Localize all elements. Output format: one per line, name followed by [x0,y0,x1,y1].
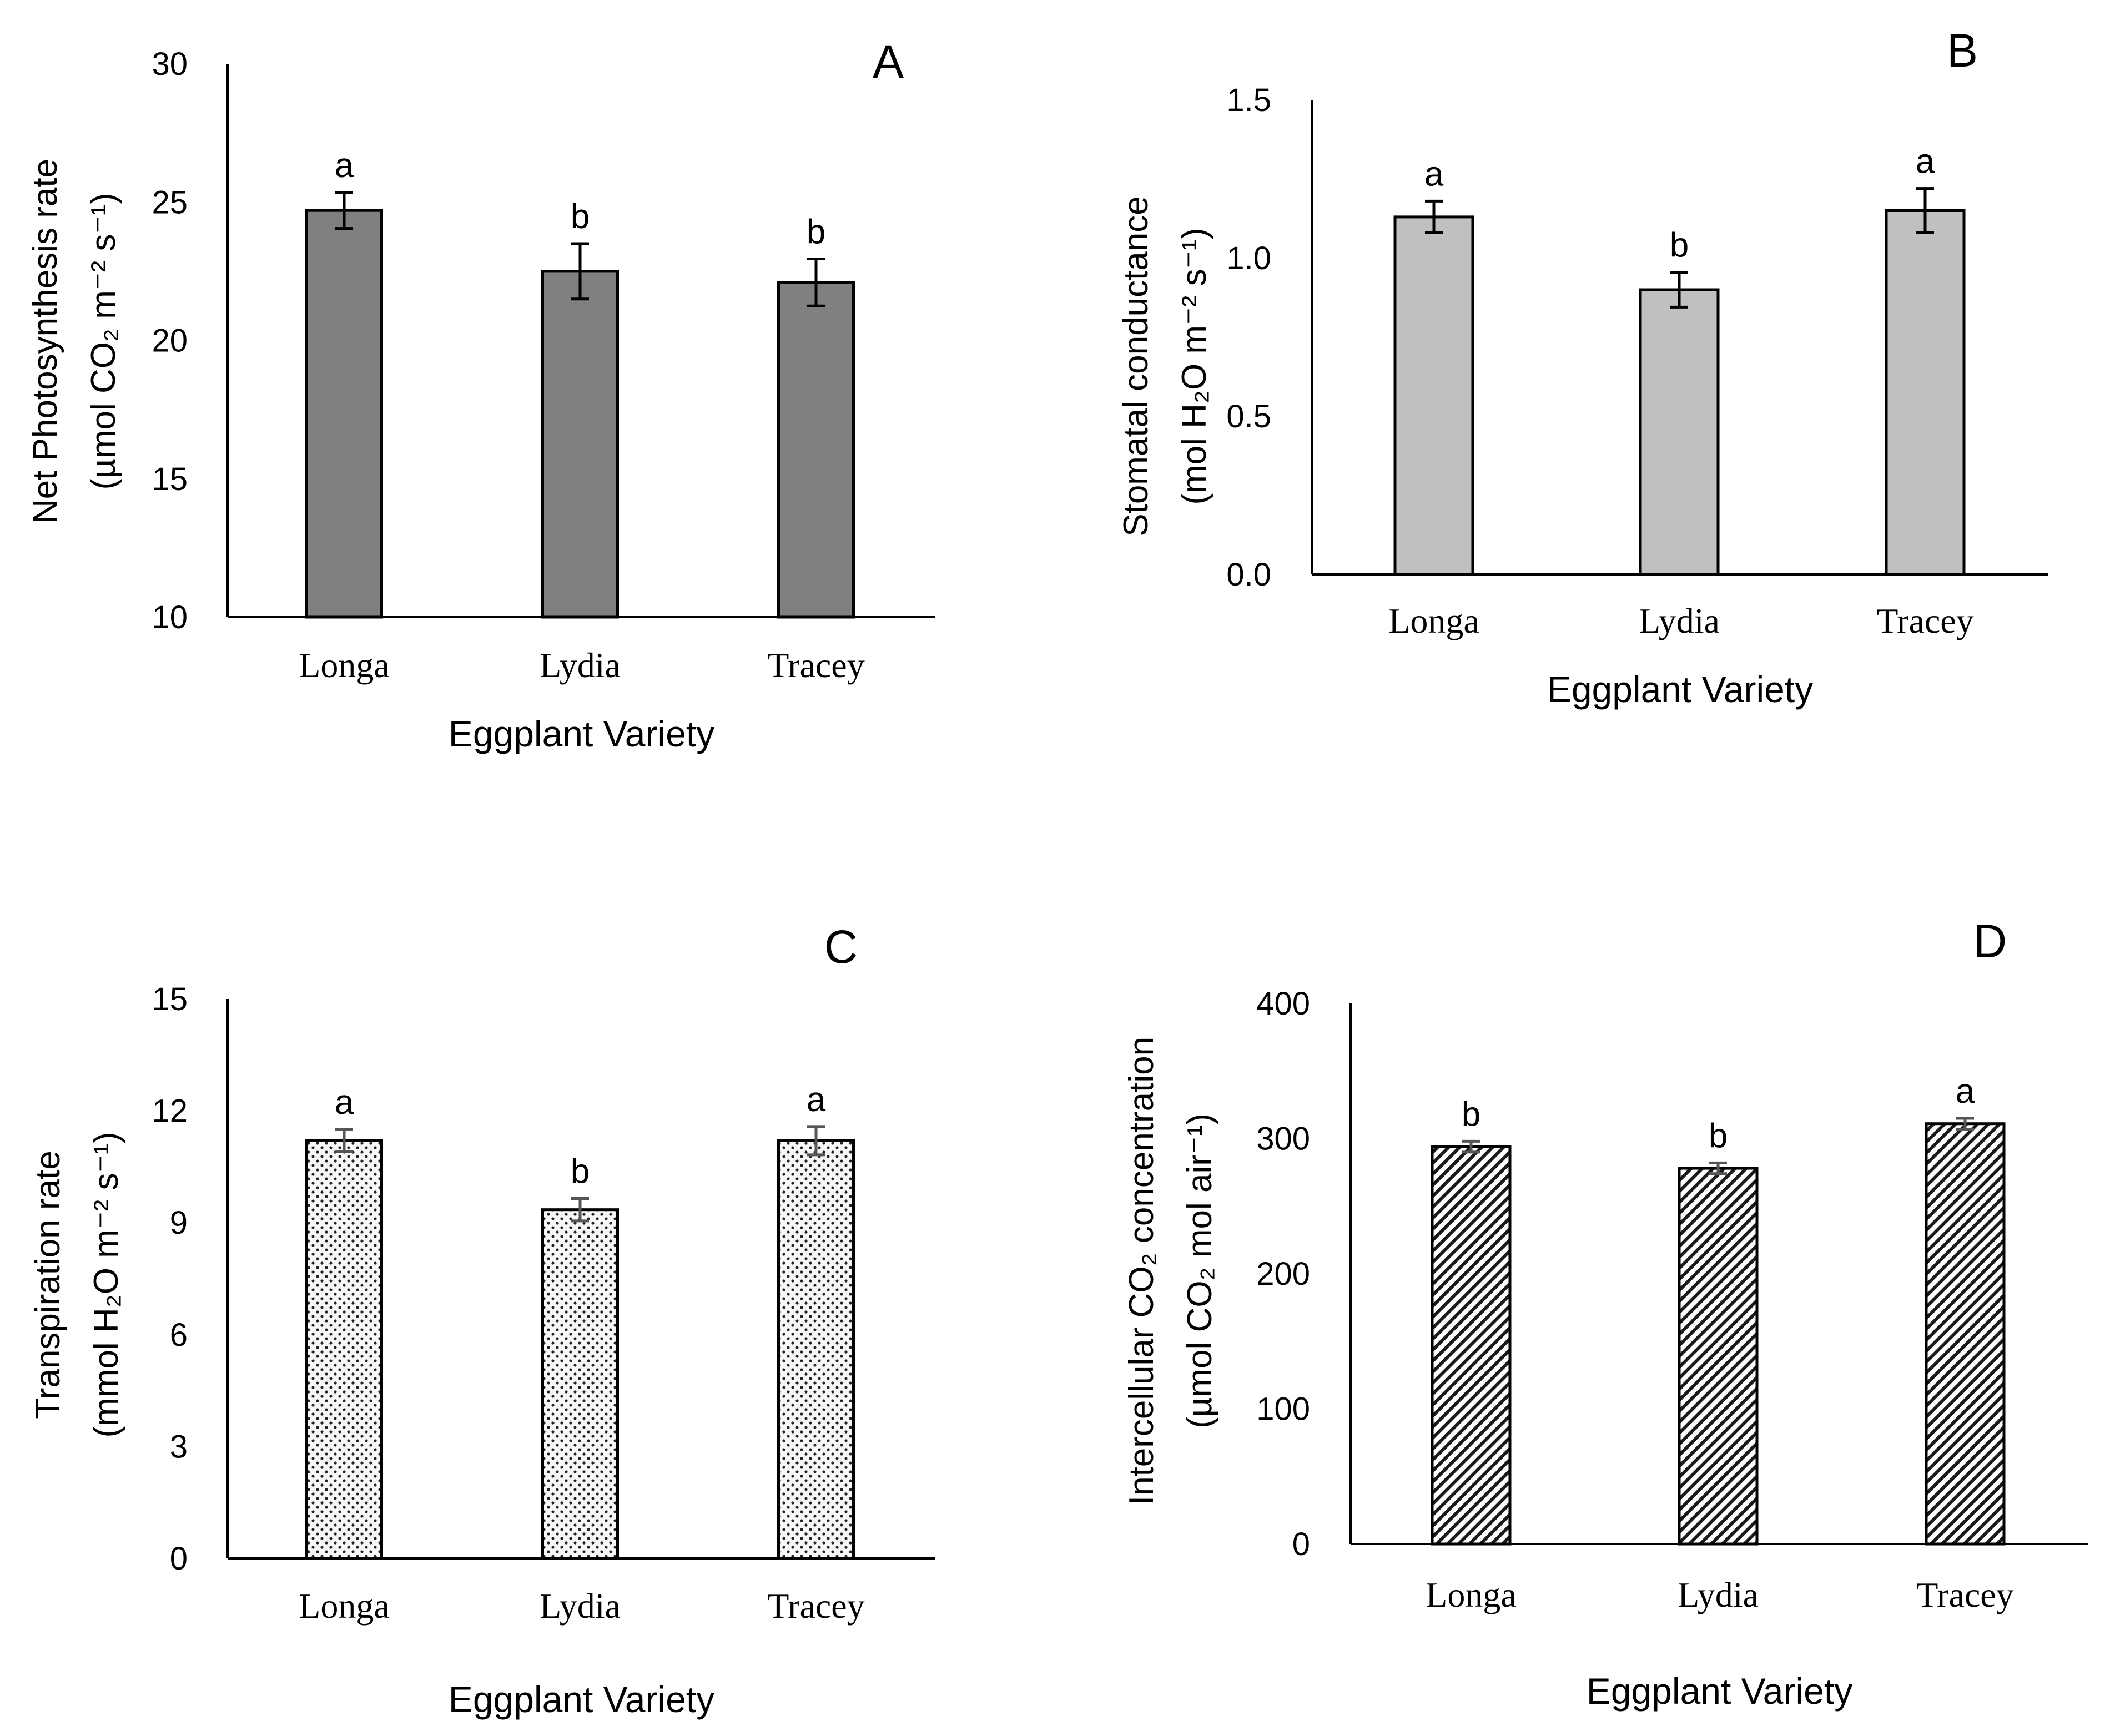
y-axis-units: (µmol CO₂ mol air⁻¹) [1181,1113,1219,1429]
y-tick-label: 12 [152,1093,188,1129]
chart-panel-a: 10 15 20 25 30 a Longa b Lydia b Tracey Eggplant Va… [26,36,935,754]
x-tick-label-longa: Longa [299,645,390,685]
panel-label: B [1947,24,1978,77]
bar-tracey [1885,209,1966,576]
x-tick-label-tracey: Tracey [767,1586,864,1626]
y-tick-label: 200 [1256,1256,1310,1292]
x-tick-label-lydia: Lydia [1639,601,1720,640]
bar-tracey [777,281,855,619]
significance-letter: b [571,198,590,236]
error-bar [571,1197,589,1223]
error-bar [335,1128,353,1154]
x-tick-label-lydia: Lydia [540,1586,621,1626]
y-tick-label: 6 [170,1317,188,1353]
chart-panel-b: 0.0 0.5 1.0 1.5 a Longa b Lydia a Tracey Eggplant … [1117,24,2048,710]
y-tick-label: 25 [152,184,188,220]
error-bar [1916,187,1934,234]
y-axis-label: Transpiration rate [29,1150,67,1419]
significance-letter: a [335,1083,354,1122]
y-tick-label: 15 [152,981,188,1017]
x-axis-label: Eggplant Variety [1547,669,1813,710]
significance-letter: a [1424,155,1444,193]
significance-letter: a [1956,1072,1975,1111]
significance-letter: b [571,1153,590,1191]
y-axis-units: (µmol CO₂ m⁻² s⁻¹) [84,193,123,489]
y-tick-label: 20 [152,323,188,359]
significance-letter: b [807,213,825,251]
x-tick-label-longa: Longa [1388,601,1479,640]
error-bar [807,1125,825,1157]
y-axis-label: Stomatal conductance [1117,196,1155,537]
significance-letter: a [1916,143,1935,181]
error-bar [1709,1161,1727,1175]
x-tick-label-tracey: Tracey [767,645,864,685]
significance-letter: b [1670,226,1689,265]
bar-lydia [1639,288,1720,576]
chart-panel-d: 0 100 200 300 400 b Longa b Lydia a Tracey Eggplant… [1122,915,2088,1712]
error-bar [1462,1139,1480,1154]
significance-letter: a [335,147,354,185]
y-tick-label: 100 [1256,1391,1310,1427]
x-tick-label-lydia: Lydia [540,645,621,685]
y-tick-label: 10 [152,599,188,635]
x-axis-label: Eggplant Variety [1587,1671,1852,1712]
x-tick-label-tracey: Tracey [1916,1575,2013,1614]
y-axis-units: (mmol H₂O m⁻² s⁻¹) [87,1132,125,1438]
bar-lydia [541,270,619,619]
y-tick-label: 9 [170,1205,188,1241]
y-tick-label: 30 [152,46,188,82]
y-tick-label: 15 [152,461,188,497]
y-axis-label: Intercellular CO₂ concentration [1122,1037,1161,1505]
bar-lydia [1678,1167,1759,1546]
bar-longa [305,1139,383,1560]
x-tick-label-lydia: Lydia [1678,1575,1759,1614]
chart-panel-c: 0 3 6 9 12 15 a Longa b Lydia a Tracey Eggplant Vari… [29,921,935,1720]
y-tick-label: 3 [170,1429,188,1465]
panel-label: A [873,36,904,88]
significance-letter: b [1709,1117,1728,1155]
y-tick-label: 1.0 [1226,240,1271,276]
error-bar [807,257,825,307]
y-tick-label: 400 [1256,986,1310,1022]
error-bar [335,191,353,230]
y-axis-units: (mol H₂O m⁻² s⁻¹) [1175,228,1213,504]
bar-lydia [541,1208,619,1560]
x-axis-label: Eggplant Variety [449,713,714,754]
error-bar [1670,271,1688,309]
error-bar [571,242,589,301]
y-axis-label: Net Photosynthesis rate [26,159,64,524]
x-tick-label-tracey: Tracey [1876,601,1973,640]
x-tick-label-longa: Longa [299,1586,390,1626]
x-axis-label: Eggplant Variety [449,1679,714,1720]
bar-tracey [1925,1122,2006,1546]
bar-longa [1431,1145,1512,1546]
x-tick-label-longa: Longa [1426,1575,1517,1614]
significance-letter: b [1462,1095,1480,1133]
error-bar [1956,1117,1974,1131]
bar-tracey [777,1139,855,1560]
error-bar [1425,199,1443,234]
y-tick-label: 1.5 [1226,82,1271,118]
y-tick-label: 300 [1256,1121,1310,1157]
y-tick-label: 0.5 [1226,398,1271,435]
panel-label: D [1973,915,2007,967]
bar-longa [305,209,383,619]
bar-longa [1393,215,1474,576]
y-tick-label: 0.0 [1226,557,1271,593]
y-tick-label: 0 [1292,1526,1310,1562]
panel-label: C [824,921,858,973]
significance-letter: a [807,1081,826,1119]
y-tick-label: 0 [170,1541,188,1577]
